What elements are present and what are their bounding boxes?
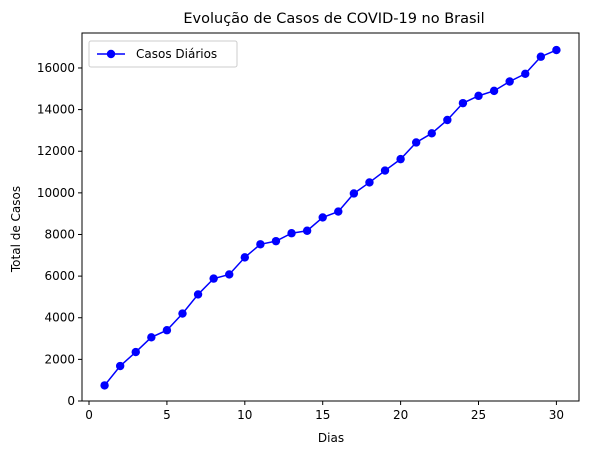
data-point xyxy=(147,333,155,341)
data-point xyxy=(537,53,545,61)
data-point xyxy=(490,87,498,95)
data-point xyxy=(334,207,342,215)
x-axis-label: Dias xyxy=(318,431,344,445)
data-point xyxy=(287,229,295,237)
x-tick-label: 20 xyxy=(393,408,408,422)
x-tick-label: 25 xyxy=(471,408,486,422)
x-tick-label: 0 xyxy=(85,408,93,422)
data-point xyxy=(272,237,280,245)
data-point xyxy=(256,240,264,248)
data-point xyxy=(412,138,420,146)
x-tick-label: 5 xyxy=(163,408,171,422)
data-point xyxy=(178,309,186,317)
x-tick-label: 10 xyxy=(237,408,252,422)
legend-marker xyxy=(107,50,115,58)
y-tick-label: 6000 xyxy=(44,269,75,283)
data-point xyxy=(521,70,529,78)
legend: Casos Diários xyxy=(89,41,237,67)
data-point xyxy=(100,381,108,389)
data-point xyxy=(365,178,373,186)
y-tick-label: 4000 xyxy=(44,311,75,325)
data-point xyxy=(443,116,451,124)
y-axis-label: Total de Casos xyxy=(9,186,23,273)
chart-title: Evolução de Casos de COVID-19 no Brasil xyxy=(183,11,484,27)
data-point xyxy=(474,92,482,100)
y-tick-label: 0 xyxy=(67,394,75,408)
y-tick-label: 2000 xyxy=(44,352,75,366)
data-point xyxy=(241,253,249,261)
y-tick-label: 8000 xyxy=(44,227,75,241)
data-point xyxy=(396,155,404,163)
data-point xyxy=(194,290,202,298)
data-point xyxy=(163,326,171,334)
data-point xyxy=(319,213,327,221)
data-point xyxy=(132,348,140,356)
data-point xyxy=(209,274,217,282)
y-tick-label: 12000 xyxy=(37,144,75,158)
data-point xyxy=(116,362,124,370)
data-point xyxy=(381,166,389,174)
x-tick-label: 30 xyxy=(549,408,564,422)
data-point xyxy=(459,99,467,107)
data-point xyxy=(552,46,560,54)
data-point xyxy=(303,227,311,235)
y-tick-label: 16000 xyxy=(37,61,75,75)
data-point xyxy=(225,270,233,278)
data-point xyxy=(505,77,513,85)
data-point xyxy=(428,129,436,137)
y-tick-label: 10000 xyxy=(37,186,75,200)
y-tick-label: 14000 xyxy=(37,103,75,117)
data-point xyxy=(350,189,358,197)
legend-entry-label: Casos Diários xyxy=(136,47,217,61)
x-tick-label: 15 xyxy=(315,408,330,422)
